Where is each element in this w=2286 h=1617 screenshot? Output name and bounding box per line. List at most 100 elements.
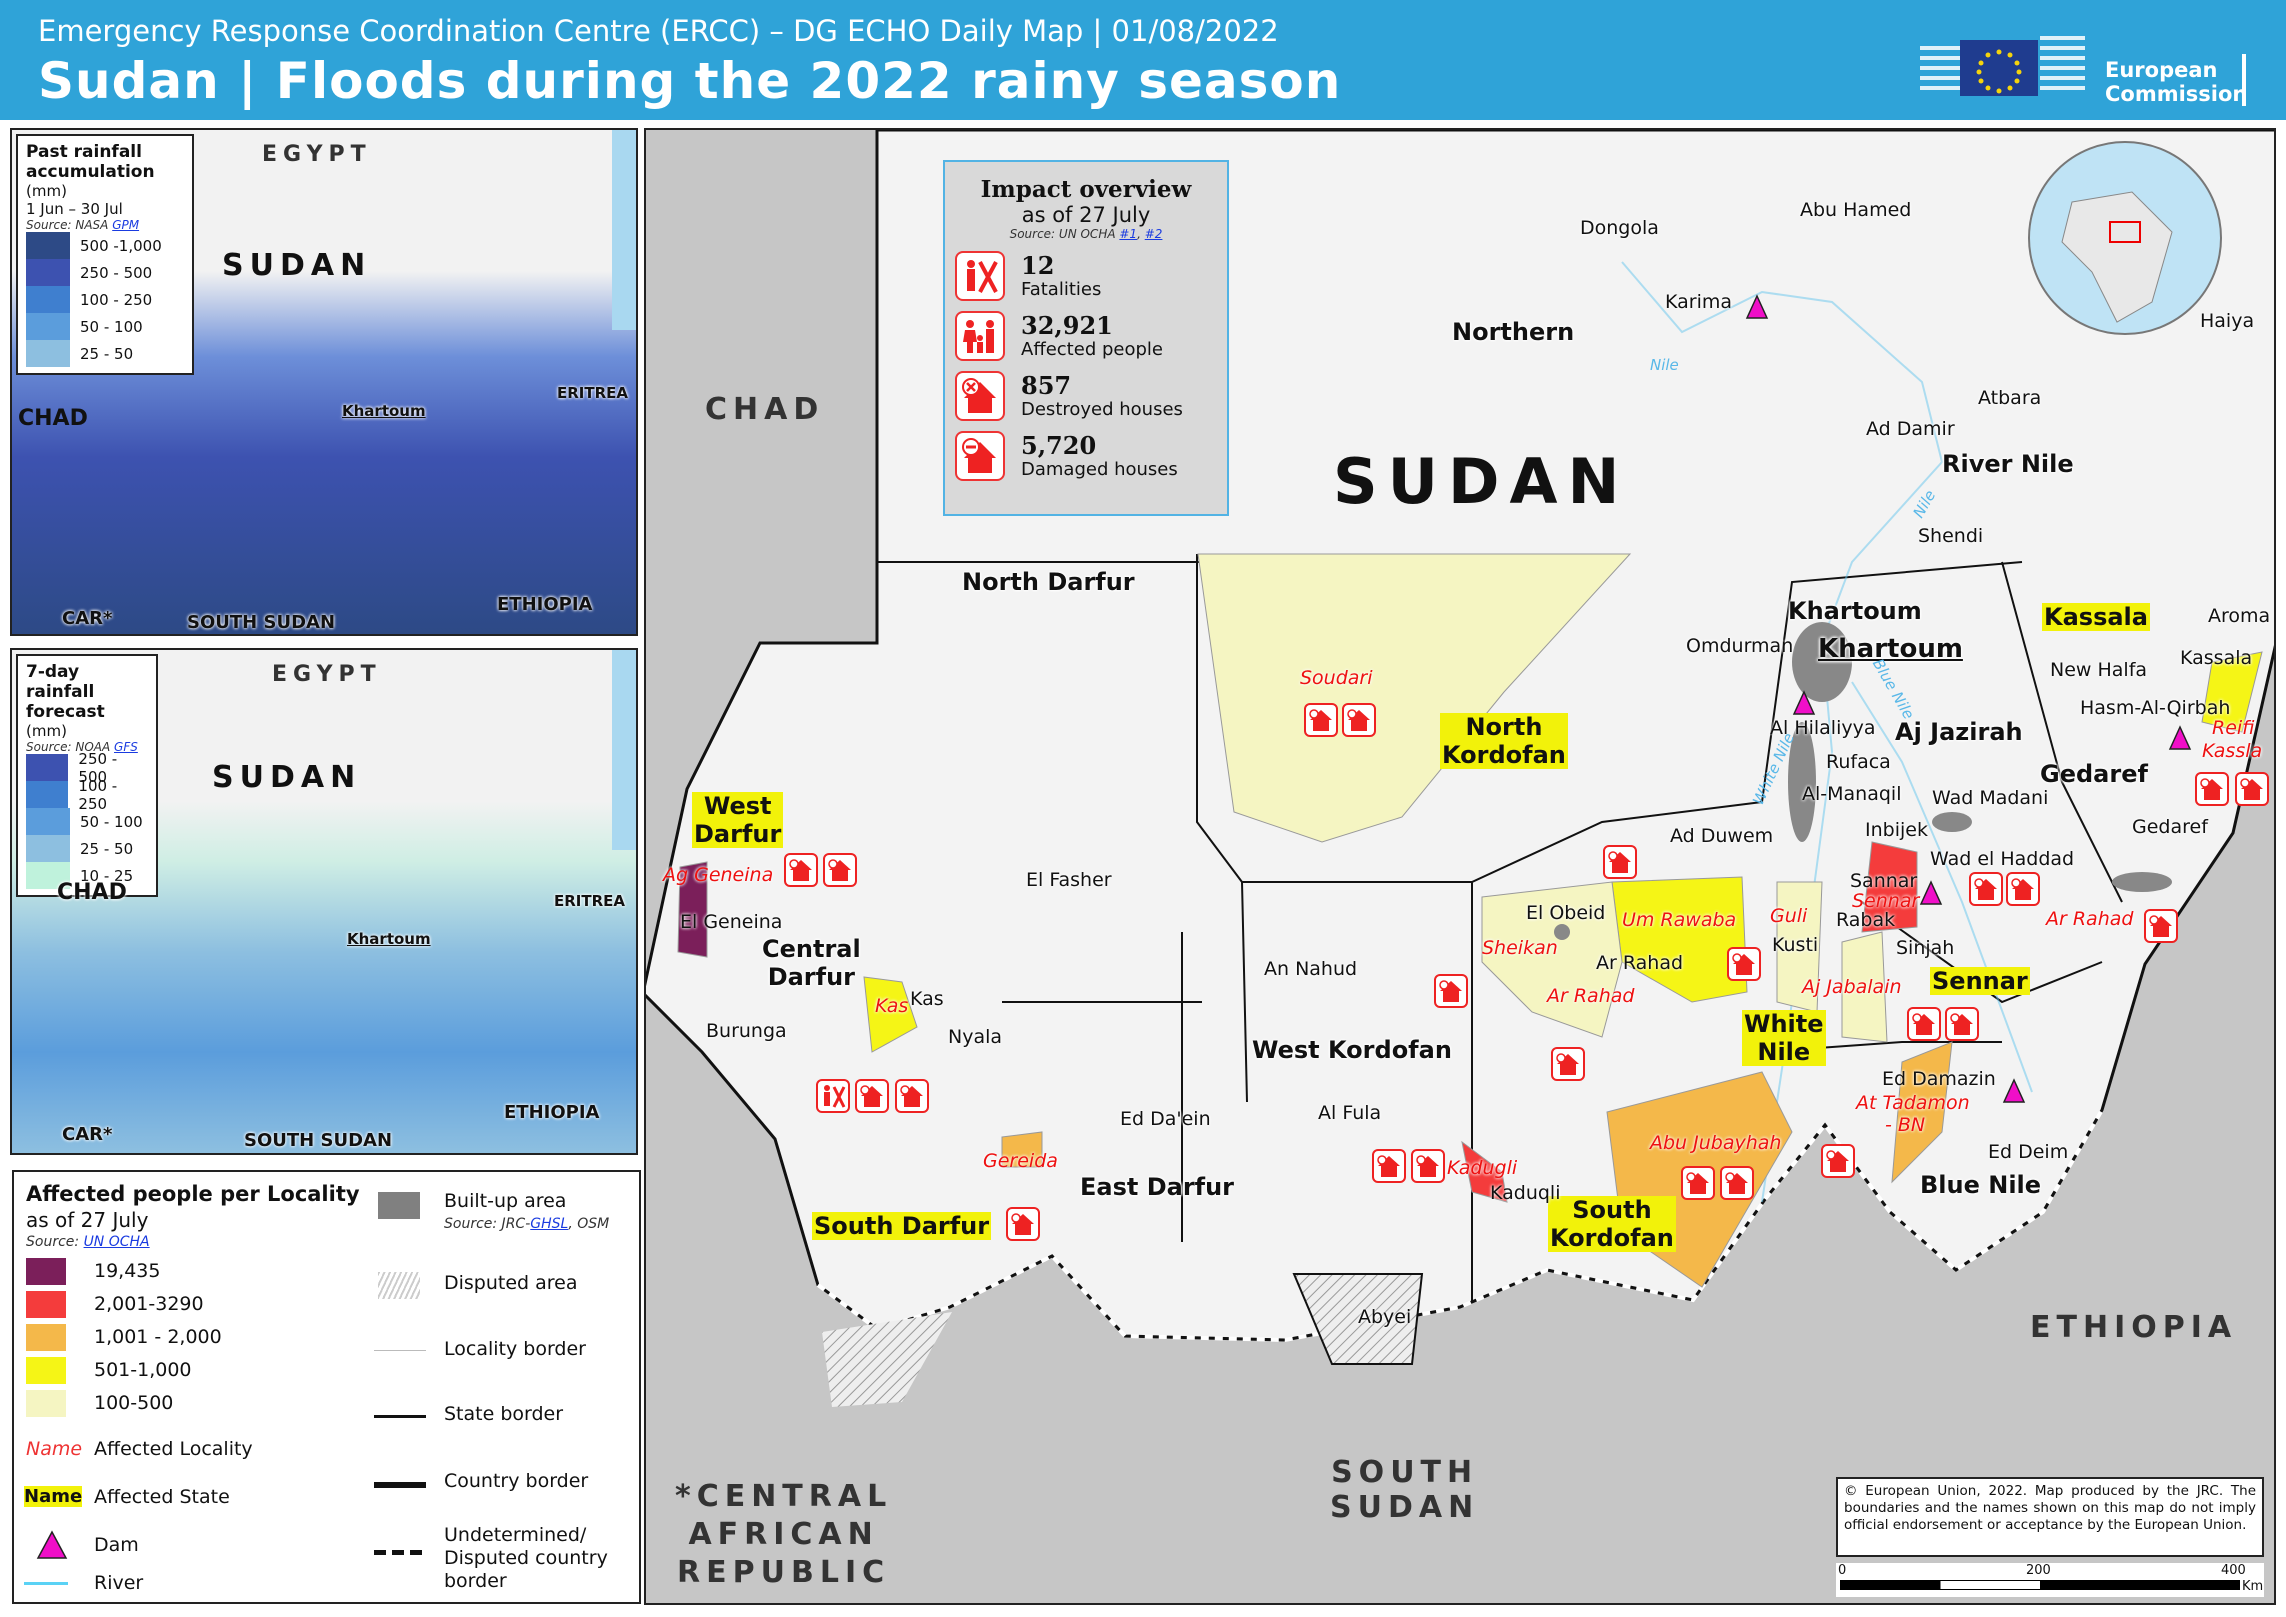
- impact-date: as of 27 July: [1021, 203, 1151, 227]
- dam-icon: [36, 1530, 68, 1559]
- built-up-source-osm: , OSM: [568, 1216, 610, 1232]
- country-chad: CHAD: [705, 392, 825, 427]
- eu-flag-icon: [1920, 36, 2085, 96]
- disputed-border-line: [374, 1550, 426, 1555]
- source-link-1[interactable]: #1: [1119, 227, 1138, 241]
- legend-class: 500 -1,000: [26, 232, 184, 259]
- country-south-sudan: SOUTH SUDAN: [1330, 1455, 1480, 1525]
- legend-class-label: 501-1,000: [94, 1359, 192, 1381]
- state-border-line: [374, 1415, 426, 1418]
- destroyed-house-icon: [1969, 872, 2003, 906]
- legend-class: 100 - 250: [26, 286, 184, 313]
- town-label: Hasm-Al-Qirbah: [2080, 697, 2231, 719]
- label-eritrea: ERITREA: [554, 892, 626, 910]
- destroyed-house-icon: [855, 1079, 889, 1113]
- damaged-house-icon: [955, 431, 1005, 481]
- affected-state-label: Affected State: [94, 1486, 230, 1508]
- town-label: Dongola: [1580, 217, 1659, 239]
- destroyed-house-icon: [784, 853, 818, 887]
- impact-fatalities: 12 Fatalities: [955, 251, 1217, 301]
- destroyed-house-icon: [823, 853, 857, 887]
- locality-border-label: Locality border: [444, 1338, 586, 1360]
- impact-affected-people: 32,921 Affected people: [955, 311, 1217, 361]
- un-ocha-link[interactable]: UN OCHA: [83, 1234, 150, 1250]
- legend-class: 100 - 250: [26, 777, 148, 813]
- locality-label: Guli: [1770, 905, 1808, 927]
- disputed-area-swatch: [378, 1272, 420, 1299]
- country-border-label: Country border: [444, 1470, 589, 1492]
- town-label: Aroma: [2208, 605, 2271, 627]
- state-north-kordofan: North Kordofan: [1440, 713, 1568, 769]
- legend-swatch: [26, 1258, 66, 1285]
- state-gedaref: Gedaref: [2040, 760, 2148, 788]
- destroyed-houses-label: Destroyed houses: [1021, 398, 1183, 420]
- river-label: River: [94, 1572, 144, 1594]
- dam-icon: [1745, 294, 1769, 319]
- destroyed-house-icon: [1304, 703, 1338, 737]
- destroyed-houses-value: 857: [1021, 370, 1072, 400]
- label-ethiopia: ETHIOPIA: [497, 594, 593, 615]
- impact-title: Impact overview: [980, 176, 1192, 203]
- legend-swatch: [26, 1357, 66, 1384]
- locality-gereida: [1001, 1131, 1043, 1168]
- destroyed-house-icon: [1821, 1144, 1855, 1178]
- legend-swatch: [26, 1291, 66, 1318]
- town-label: Gedaref: [2132, 816, 2208, 838]
- river-line-icon: [24, 1582, 68, 1585]
- legend-class-label: 1,001 - 2,000: [94, 1326, 222, 1348]
- state-central-darfur: Central Darfur: [762, 935, 861, 991]
- scale-bar: 0 200 400 Km: [1836, 1563, 2264, 1597]
- town-label: Al Fula: [1318, 1102, 1382, 1124]
- scale-unit: Km: [2242, 1579, 2264, 1594]
- legend-source: Source:: [26, 1234, 80, 1250]
- affected-people-label: Affected people: [1021, 338, 1163, 360]
- affected-people-value: 32,921: [1021, 310, 1113, 340]
- legend-unit: (mm): [26, 722, 67, 740]
- destroyed-house-icon: [1372, 1149, 1406, 1183]
- rainfall-forecast-inset-map: 7-day rainfall forecast (mm) Source: NOA…: [10, 648, 638, 1155]
- town-label: Ed Damazin: [1882, 1068, 1996, 1090]
- legend-class: 250 - 500: [26, 750, 148, 786]
- legend-class: 50 - 100: [26, 313, 184, 340]
- town-label: Atbara: [1978, 387, 2042, 409]
- destroyed-house-icon: [1907, 1007, 1941, 1041]
- destroyed-house-icon: [955, 371, 1005, 421]
- locality-label: Gereida: [983, 1150, 1058, 1172]
- source-link-2[interactable]: #2: [1144, 227, 1163, 241]
- disputed-area-kafia-kingi: [822, 1312, 952, 1407]
- legend-class-label: 2,001-3290: [94, 1293, 204, 1315]
- locality-soudari: [1197, 553, 1632, 843]
- state-aj-jazirah: Aj Jazirah: [1895, 718, 2023, 746]
- dam-icon: [2002, 1078, 2026, 1103]
- town-label: Kaduqli: [1490, 1182, 1561, 1204]
- locality-label: Abu Jubayhah: [1650, 1132, 1782, 1154]
- impact-damaged-houses: 5,720 Damaged houses: [955, 431, 1217, 481]
- town-label: Al Hilaliyya: [1770, 717, 1876, 739]
- country-ethiopia: ETHIOPIA: [2030, 1310, 2238, 1345]
- state-south-darfur: South Darfur: [812, 1212, 992, 1240]
- ghsl-link[interactable]: GHSL: [530, 1216, 569, 1232]
- label-car: CAR*: [62, 608, 113, 629]
- fatalities-icon: [955, 251, 1005, 301]
- past-rainfall-inset-map: Past rainfall accumulation (mm) 1 Jun – …: [10, 128, 638, 636]
- legend-title: Past rainfall: [26, 142, 142, 162]
- gfs-link[interactable]: GFS: [114, 740, 138, 754]
- destroyed-house-icon: [2195, 772, 2229, 806]
- locality-label: At Tadamon: [1856, 1092, 1970, 1114]
- town-label: Inbijek: [1865, 819, 1928, 841]
- scale-tick-400: 400: [2221, 1563, 2246, 1578]
- locality-reifi: [2201, 651, 2263, 733]
- locality-label: Sheikan: [1482, 937, 1558, 959]
- label-egypt: EGYPT: [262, 142, 372, 167]
- dam-icon: [2168, 725, 2192, 750]
- disputed-area-abyei: [1292, 1273, 1424, 1365]
- logo-text-european: European: [2105, 58, 2218, 82]
- state-khartoum-capital: Khartoum: [1818, 634, 1963, 664]
- state-west-darfur: West Darfur: [692, 792, 784, 848]
- affected-locality-label: Affected Locality: [94, 1438, 253, 1460]
- legend-source: Source: NASA: [26, 218, 109, 232]
- destroyed-house-icon: [895, 1079, 929, 1113]
- gpm-link[interactable]: GPM: [112, 218, 140, 232]
- town-label: Wad el Haddad: [1930, 848, 2075, 870]
- state-north-darfur: North Darfur: [962, 568, 1135, 596]
